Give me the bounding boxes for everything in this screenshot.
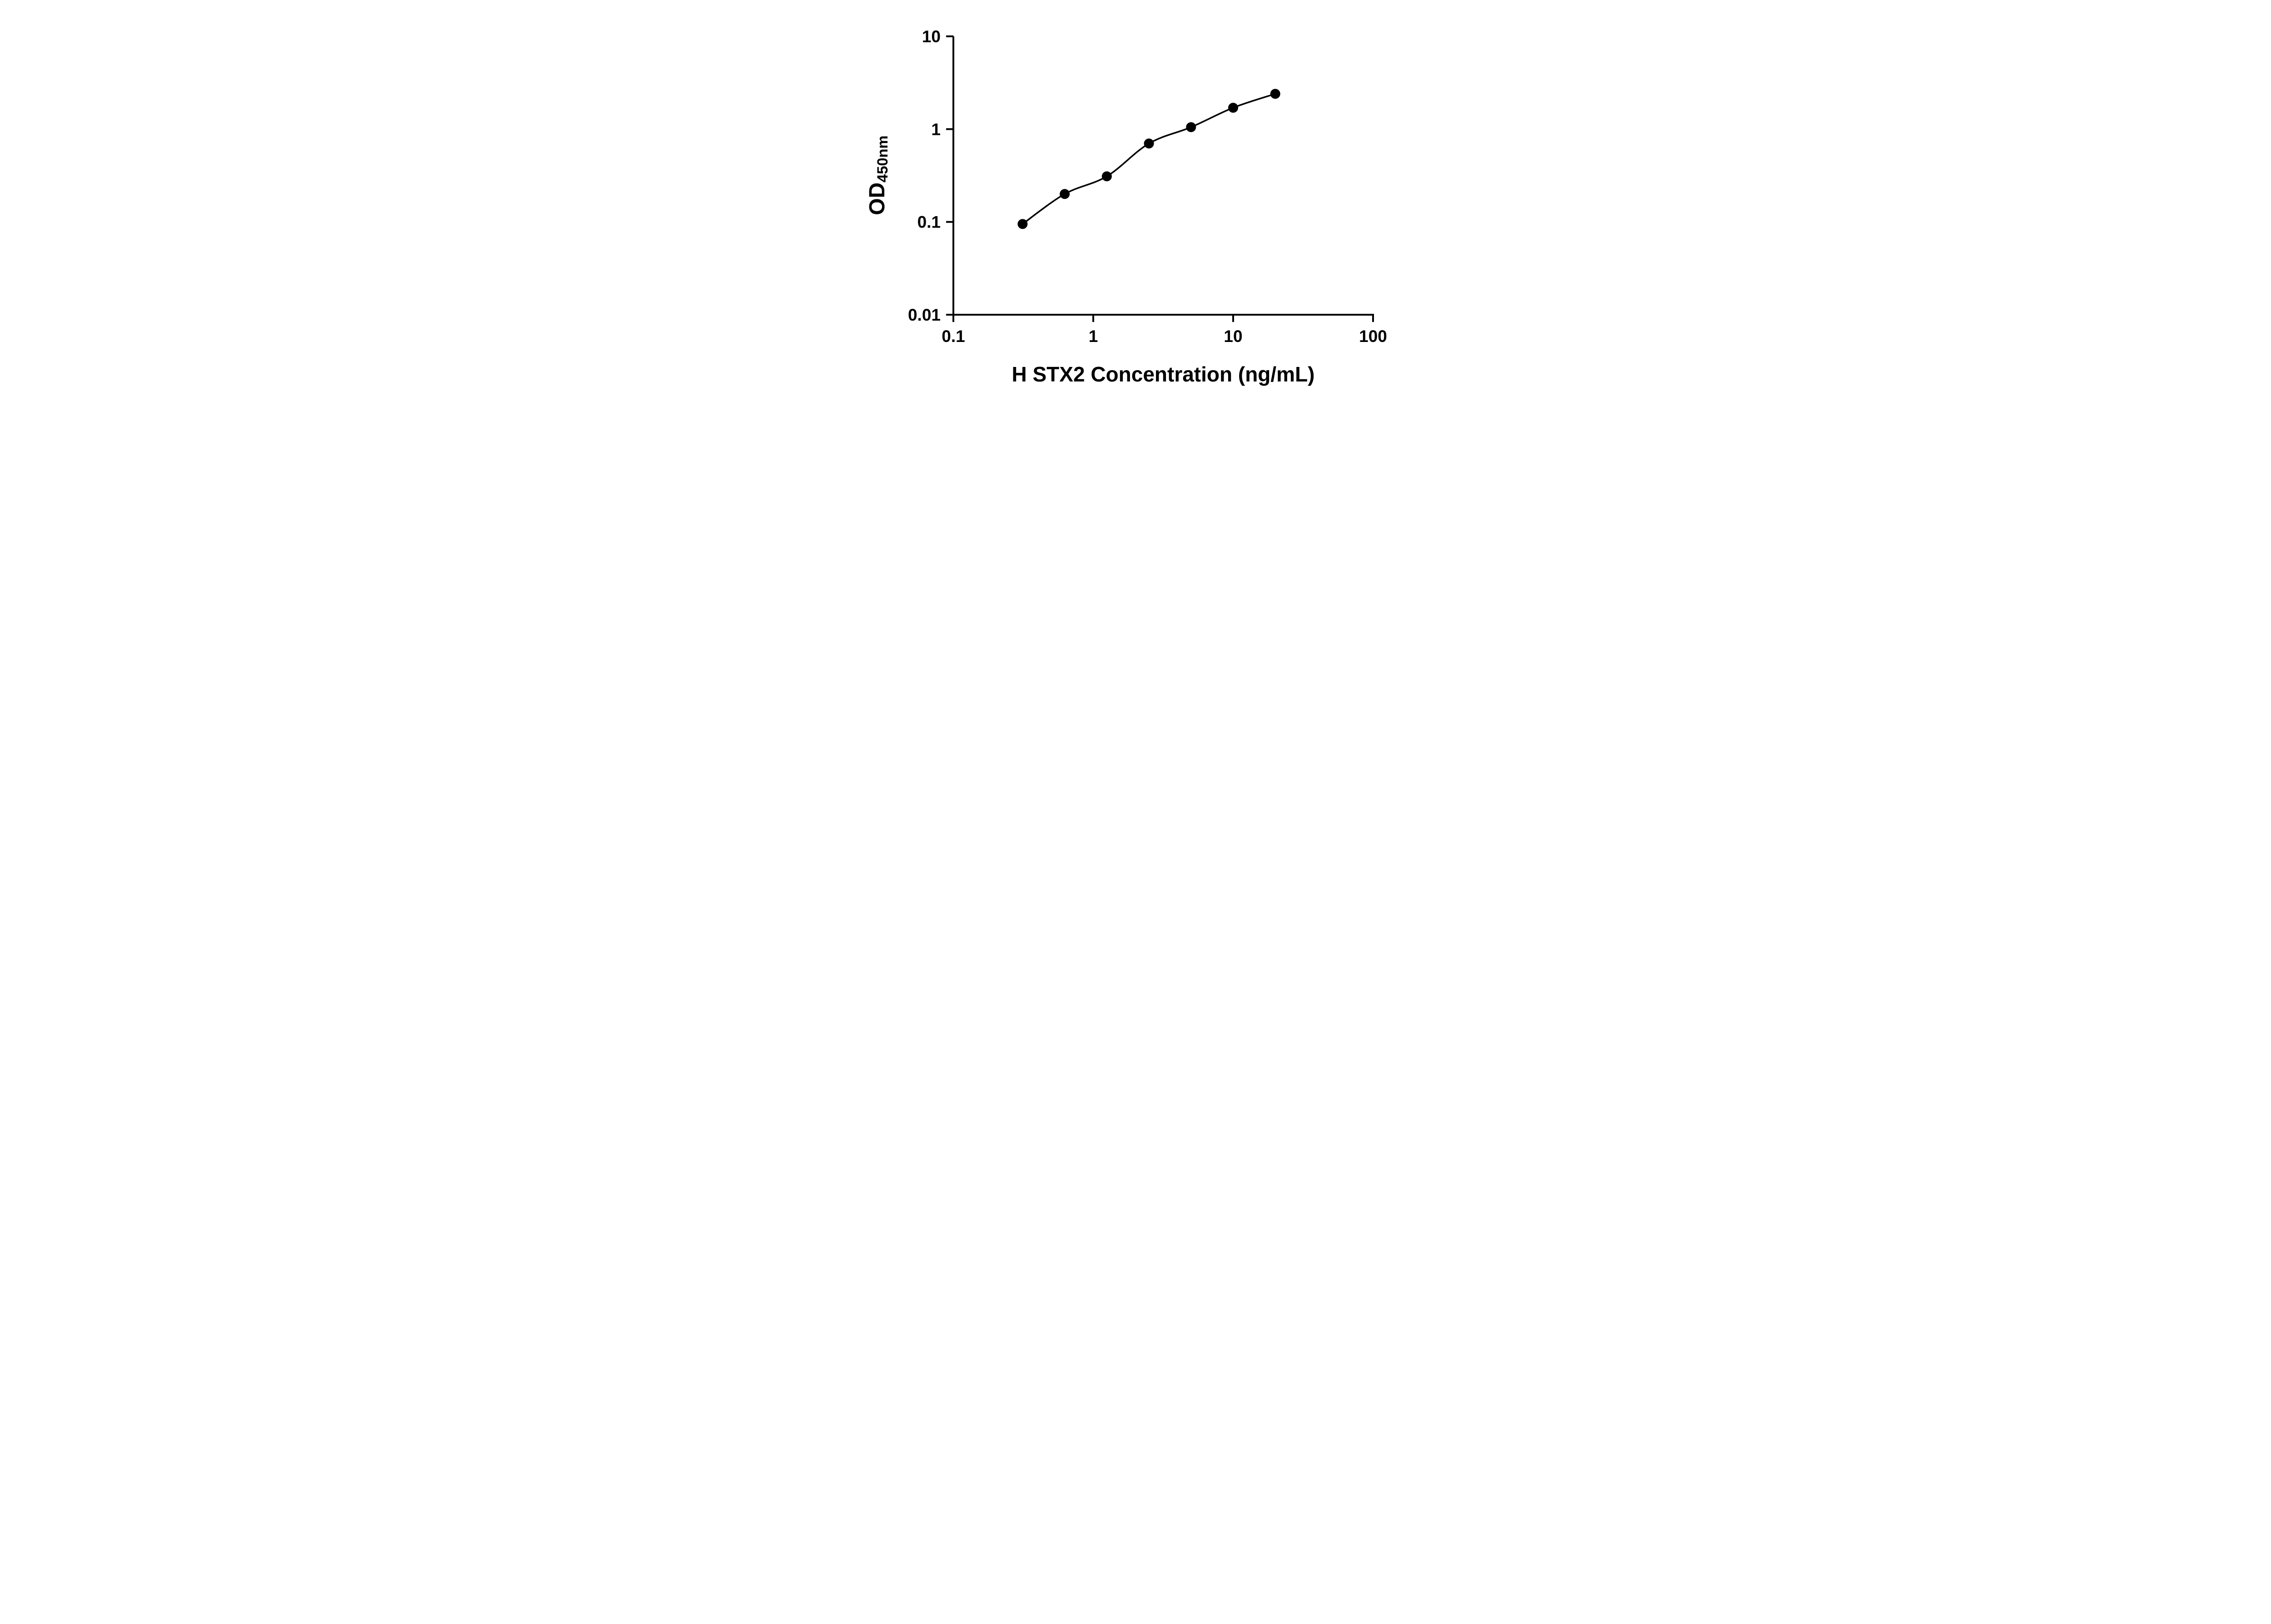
data-point bbox=[1017, 219, 1028, 229]
x-axis-tick-label: 10 bbox=[1224, 327, 1242, 346]
data-point bbox=[1186, 122, 1196, 133]
data-point bbox=[1270, 89, 1280, 99]
data-point bbox=[1101, 171, 1112, 182]
y-axis-title: OD450nm bbox=[865, 135, 891, 215]
y-axis-tick-label: 0.1 bbox=[917, 213, 941, 232]
y-axis-title-main: OD bbox=[865, 182, 889, 215]
y-axis-tick-label: 0.01 bbox=[908, 306, 941, 324]
x-axis-tick-label: 1 bbox=[1089, 327, 1098, 346]
y-axis-tick-label: 1 bbox=[931, 120, 941, 139]
y-axis-tick-label: 10 bbox=[922, 27, 941, 46]
data-point bbox=[1144, 138, 1154, 149]
data-point bbox=[1060, 189, 1070, 199]
y-axis-title-subscript: 450nm bbox=[874, 135, 891, 183]
x-axis-tick-label: 100 bbox=[1359, 327, 1387, 346]
fit-curve bbox=[1022, 93, 1276, 225]
x-axis-tick-label: 0.1 bbox=[942, 327, 965, 346]
elisa-standard-curve-figure: 0.1 1 10 100 0.01 0.1 1 10 OD450nm H STX2 Conce… bbox=[842, 0, 1429, 406]
data-point bbox=[1228, 103, 1238, 113]
x-axis-title: H STX2 Concentration (ng/mL) bbox=[1012, 362, 1315, 386]
